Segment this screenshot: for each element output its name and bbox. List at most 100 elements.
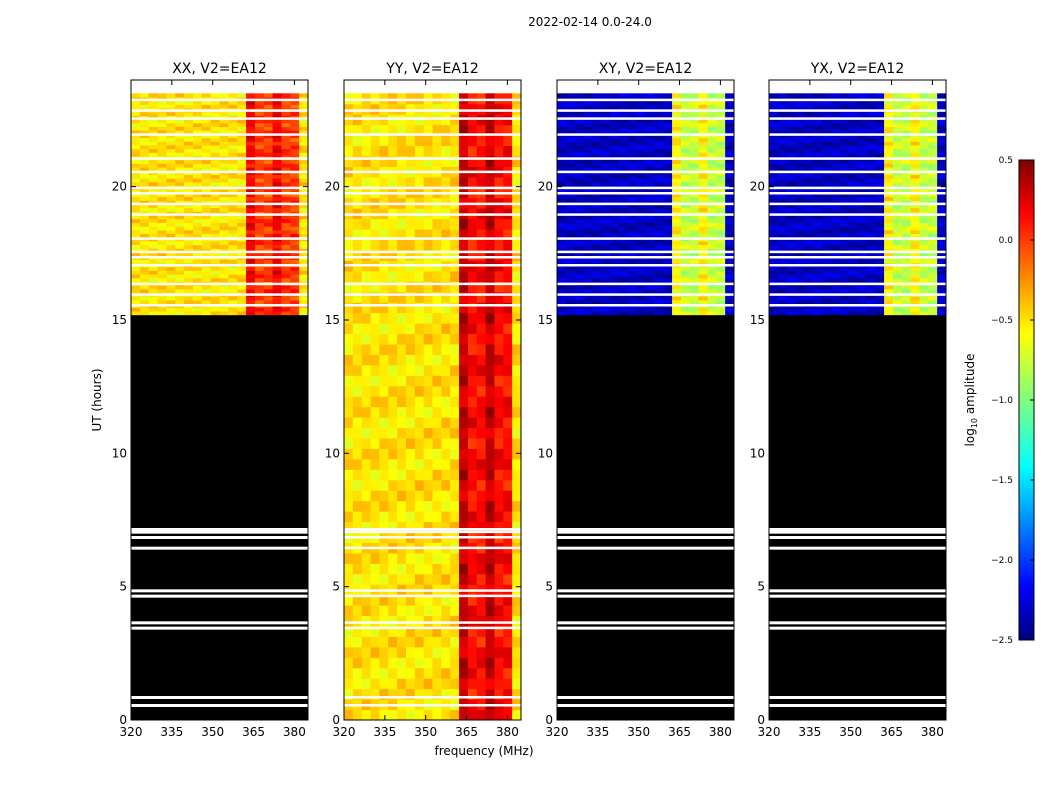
heatmap-cell [636, 119, 646, 124]
heatmap-cell [157, 126, 167, 131]
heatmap-cell [370, 145, 380, 157]
heatmap-cell [557, 285, 567, 290]
heatmap-cell [848, 189, 858, 194]
heatmap-cell [725, 200, 735, 205]
heatmap-cell [627, 248, 638, 253]
flag-line [344, 621, 521, 624]
heatmap-cell [476, 521, 487, 533]
heatmap-cell [166, 200, 176, 205]
heatmap-cell [892, 226, 903, 231]
heatmap-cell [680, 215, 691, 220]
heatmap-cell [601, 274, 611, 279]
heatmap-cell [131, 148, 141, 153]
heatmap-cell [601, 229, 611, 235]
heatmap-cell [361, 239, 372, 251]
heatmap-cell [228, 122, 238, 128]
heatmap-cell [157, 152, 167, 157]
heatmap-cell [919, 218, 929, 223]
heatmap-cell [557, 174, 567, 179]
heatmap-cell [370, 427, 380, 439]
heatmap-cell [663, 196, 673, 201]
heatmap-cell [592, 251, 602, 257]
heatmap-cell [636, 122, 646, 128]
heatmap-cell [848, 296, 858, 301]
heatmap-cell [689, 218, 700, 223]
heatmap-cell [901, 259, 912, 264]
heatmap-cell [822, 130, 832, 135]
heatmap-cell [627, 307, 638, 312]
heatmap-cell [148, 310, 159, 316]
heatmap-cell [388, 281, 398, 293]
heatmap-cell [583, 270, 593, 275]
heatmap-cell [680, 137, 691, 142]
heatmap-cell [432, 176, 442, 188]
heatmap-cell [698, 307, 708, 312]
heatmap-cell [610, 274, 620, 279]
heatmap-cell [361, 667, 372, 679]
heatmap-cell [201, 163, 212, 168]
heatmap-cell [476, 448, 487, 460]
heatmap-cell [290, 144, 300, 150]
heatmap-cell [583, 100, 593, 105]
heatmap-cell [388, 124, 398, 136]
heatmap-cell [290, 277, 300, 282]
heatmap-cell [822, 126, 832, 131]
heatmap-cell [645, 310, 655, 316]
heatmap-cell [210, 274, 220, 279]
heatmap-cell [228, 174, 238, 179]
heatmap-cell [822, 192, 832, 198]
heatmap-cell [423, 427, 433, 439]
heatmap-cell [281, 192, 291, 198]
heatmap-cell [405, 406, 416, 418]
heatmap-cell [459, 375, 469, 387]
heatmap-cell [928, 266, 938, 271]
heatmap-cell [928, 181, 938, 187]
heatmap-cell [557, 296, 567, 301]
heatmap-cell [254, 299, 265, 305]
heatmap-cell [777, 218, 788, 223]
heatmap-cell [379, 344, 389, 355]
heatmap-cell [370, 239, 380, 251]
heatmap-cell [795, 307, 805, 312]
heatmap-cell [698, 122, 708, 128]
heatmap-cell [467, 448, 478, 460]
heatmap-cell [795, 159, 805, 164]
heatmap-cell [689, 274, 700, 279]
heatmap-cell [689, 244, 700, 249]
heatmap-cell [777, 215, 788, 220]
heatmap-cell [786, 204, 797, 209]
heatmap-cell [388, 678, 398, 690]
heatmap-cell [928, 174, 938, 179]
heatmap-cell [769, 226, 779, 231]
heatmap-cell [175, 248, 185, 253]
heatmap-cell [423, 281, 433, 293]
heatmap-cell [769, 296, 779, 301]
heatmap-cell [459, 615, 469, 627]
heatmap-cell [769, 174, 779, 179]
heatmap-cell [804, 299, 814, 305]
heatmap-cell [875, 126, 885, 131]
heatmap-cell [254, 207, 265, 212]
flag-line [131, 626, 308, 630]
heatmap-cell [910, 240, 920, 246]
heatmap-cell [210, 285, 220, 290]
x-tick-label: 320 [546, 725, 569, 739]
heatmap-cell [822, 204, 832, 209]
heatmap-cell [857, 296, 867, 301]
heatmap-cell [494, 135, 504, 147]
heatmap-cell [928, 307, 938, 312]
heatmap-cell [290, 288, 300, 294]
heatmap-cell [405, 573, 416, 585]
heatmap-cell [237, 192, 247, 198]
heatmap-cell [494, 281, 504, 293]
heatmap-cell [219, 200, 229, 205]
flagged-region [557, 314, 734, 720]
heatmap-cell [388, 229, 398, 241]
heatmap-cell [574, 174, 585, 179]
heatmap-cell [795, 215, 805, 220]
heatmap-cell [201, 240, 212, 246]
heatmap-cell [254, 248, 265, 253]
heatmap-cell [707, 144, 717, 150]
heatmap-cell [512, 103, 522, 115]
heatmap-cell [813, 229, 823, 235]
